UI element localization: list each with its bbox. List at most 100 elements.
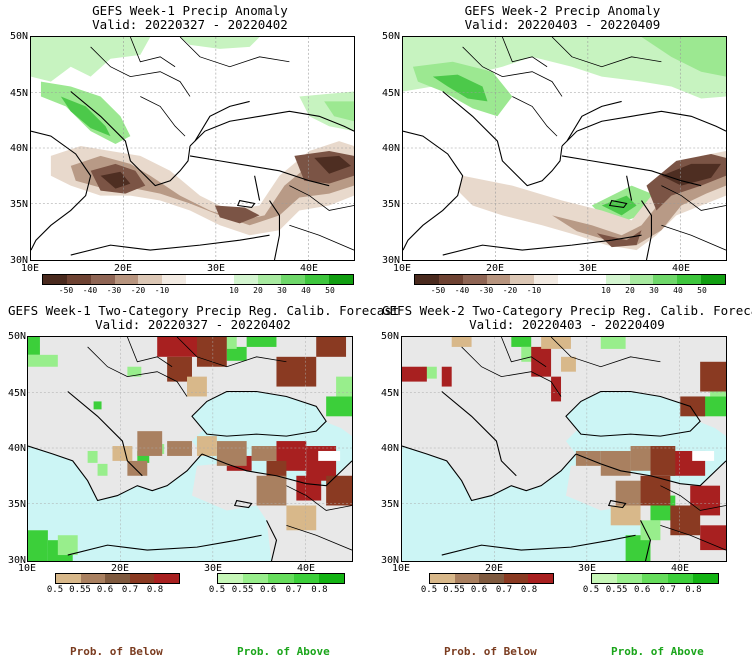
anomaly-colorbar-swatch <box>629 275 654 284</box>
p4-above-colorbar <box>591 573 719 584</box>
below-colorbar-tick: 0.7 <box>121 585 139 595</box>
below-colorbar-tick: 0.5 <box>46 585 64 595</box>
p4-above-caption: Prob. of Above <box>611 645 704 658</box>
below-colorbar-swatch <box>154 574 179 583</box>
p2-lon-40: 40E <box>671 263 691 274</box>
anomaly-colorbar-swatch <box>209 275 234 284</box>
p4-lon-10: 10E <box>391 563 411 574</box>
p4-lon-40: 40E <box>670 563 690 574</box>
p4-lon-30: 30E <box>577 563 597 574</box>
p1-lat-30: 30N <box>9 255 28 266</box>
below-colorbar-tick: 0.55 <box>443 585 465 595</box>
p2-lon-20: 20E <box>485 263 505 274</box>
below-colorbar-tick: 0.8 <box>146 585 164 595</box>
p3-lon-30: 30E <box>203 563 223 574</box>
p1-lat-50: 50N <box>9 31 28 42</box>
panel1-title: GEFS Week-1 Precip Anomaly Valid: 202203… <box>30 4 350 32</box>
anomaly-colorbar-swatch <box>90 275 115 284</box>
anomaly-colorbar-swatch <box>534 275 559 284</box>
anomaly-colorbar-swatch <box>186 275 210 284</box>
anomaly-colorbar-tick: -10 <box>154 286 170 295</box>
panel1-anomaly-map <box>30 36 355 261</box>
p3-above-colorbar <box>217 573 345 584</box>
panel2-title-text: GEFS Week-2 Precip Anomaly <box>464 3 661 18</box>
anomaly-colorbar-swatch <box>415 275 439 284</box>
anomaly-colorbar-tick: -40 <box>454 286 470 295</box>
anomaly-colorbar-tick: 50 <box>697 286 707 295</box>
panel4-title: GEFS Week-2 Two-Category Precip Reg. Cal… <box>382 304 752 332</box>
anomaly-colorbar-swatch <box>138 275 163 284</box>
below-colorbar-swatch <box>528 574 553 583</box>
panel2-valid-text: Valid: 20220403 - 20220409 <box>464 17 661 32</box>
anomaly-colorbar-tick: -30 <box>106 286 122 295</box>
anomaly-colorbar-swatch <box>43 275 67 284</box>
below-colorbar-tick: 0.55 <box>69 585 91 595</box>
anomaly-colorbar-tick: -20 <box>130 286 146 295</box>
panel3-title: GEFS Week-1 Two-Category Precip Reg. Cal… <box>8 304 399 332</box>
p3-lat-40: 40N <box>7 443 26 454</box>
p4-lat-45: 45N <box>380 388 399 399</box>
above-colorbar-swatch <box>642 574 668 583</box>
above-colorbar-tick: 0.8 <box>311 585 328 595</box>
panel2-title: GEFS Week-2 Precip Anomaly Valid: 202204… <box>400 4 725 32</box>
anomaly-colorbar-tick: 40 <box>301 286 311 295</box>
anomaly-colorbar-swatch <box>486 275 511 284</box>
anomaly-colorbar-swatch <box>581 275 606 284</box>
above-colorbar-tick: 0.55 <box>231 585 254 595</box>
p1-lon-10: 10E <box>20 263 40 274</box>
panel1-valid-text: Valid: 20220327 - 20220402 <box>92 17 288 32</box>
anomaly-colorbar-tick: -10 <box>526 286 542 295</box>
p2-lon-30: 30E <box>578 263 598 274</box>
anomaly-colorbar-tick: 50 <box>325 286 335 295</box>
p2-lat-45: 45N <box>381 88 400 99</box>
anomaly-colorbar-swatch <box>329 275 353 284</box>
anomaly-colorbar-swatch <box>701 275 725 284</box>
above-colorbar-swatch <box>318 574 345 583</box>
p3-lat-45: 45N <box>7 388 26 399</box>
below-colorbar-swatch <box>105 574 130 583</box>
anomaly-colorbar-swatch <box>257 275 282 284</box>
p4-below-caption: Prob. of Below <box>444 645 537 658</box>
p2-lon-10: 10E <box>392 263 412 274</box>
p1-lat-35: 35N <box>9 199 28 210</box>
above-colorbar-tick: 0.7 <box>285 585 302 595</box>
panel2-anomaly-map <box>402 36 727 261</box>
above-colorbar-tick: 0.7 <box>659 585 676 595</box>
p3-lon-20: 20E <box>110 563 130 574</box>
p2-anomaly-colorbar <box>414 274 726 285</box>
p4-lon-20: 20E <box>484 563 504 574</box>
p4-lat-40: 40N <box>380 443 399 454</box>
p1-lat-45: 45N <box>9 88 28 99</box>
p3-above-caption: Prob. of Above <box>237 645 330 658</box>
below-colorbar-swatch <box>430 574 455 583</box>
anomaly-colorbar-tick: 20 <box>625 286 635 295</box>
above-colorbar-tick: 0.55 <box>605 585 628 595</box>
below-colorbar-swatch <box>479 574 504 583</box>
p3-lat-35: 35N <box>7 499 26 510</box>
above-colorbar-tick: 0.5 <box>582 585 600 595</box>
anomaly-colorbar-tick: 30 <box>277 286 287 295</box>
panel4-probability-map <box>401 336 727 562</box>
p1-lon-30: 30E <box>206 263 226 274</box>
p4-lat-30: 30N <box>380 555 399 566</box>
below-colorbar-tick: 0.8 <box>520 585 538 595</box>
anomaly-colorbar-swatch <box>677 275 702 284</box>
anomaly-colorbar-tick: 30 <box>649 286 659 295</box>
panel3-valid-text: Valid: 20220327 - 20220402 <box>95 317 291 332</box>
anomaly-colorbar-tick: 20 <box>253 286 263 295</box>
panel4-valid-text: Valid: 20220403 - 20220409 <box>469 317 665 332</box>
panel1-title-text: GEFS Week-1 Precip Anomaly <box>92 3 288 18</box>
anomaly-colorbar-swatch <box>233 275 258 284</box>
p2-lat-40: 40N <box>381 143 400 154</box>
anomaly-colorbar-tick: 10 <box>601 286 611 295</box>
below-colorbar-tick: 0.6 <box>96 585 114 595</box>
p4-lat-50: 50N <box>380 331 399 342</box>
p3-below-caption: Prob. of Below <box>70 645 163 658</box>
above-colorbar-tick: 0.6 <box>260 585 277 595</box>
anomaly-colorbar-swatch <box>281 275 306 284</box>
p1-lon-20: 20E <box>113 263 133 274</box>
anomaly-colorbar-swatch <box>510 275 535 284</box>
above-colorbar-tick: 0.6 <box>634 585 651 595</box>
anomaly-colorbar-swatch <box>653 275 678 284</box>
above-colorbar-swatch <box>218 574 244 583</box>
